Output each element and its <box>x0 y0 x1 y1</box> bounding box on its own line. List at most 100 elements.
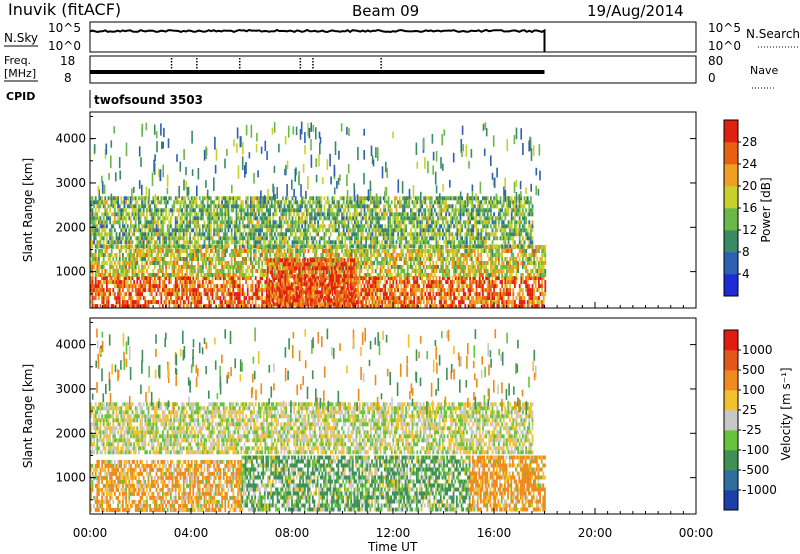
heatmap-cell-0 <box>104 304 107 309</box>
heatmap-cell-2 <box>198 208 201 213</box>
heatmap-cell-2 <box>174 196 177 201</box>
heatmap-cell-1 <box>525 265 527 269</box>
heatmap-cell-2 <box>235 200 238 205</box>
heatmap-cell-0 <box>261 300 263 305</box>
heatmap-cell-1 <box>138 269 140 273</box>
heatmap-cell-2 <box>368 236 371 241</box>
heatmap-cell-1 <box>315 273 318 277</box>
heatmap-cell-2 <box>104 232 107 237</box>
heatmap-cell-2 <box>282 212 284 217</box>
nave-marker-3 <box>299 67 302 69</box>
heatmap-cell-0 <box>218 276 220 281</box>
heatmap-cell-2 <box>304 216 307 221</box>
heatmap-cell-2 <box>280 224 283 229</box>
heatmap-cell-1 <box>480 273 483 277</box>
heatmap-cell-0 <box>392 292 395 297</box>
heatmap-cell-0 <box>462 276 465 281</box>
heatmap-cell-2 <box>288 200 291 205</box>
heatmap-cell-2 <box>262 204 265 209</box>
heatmap-cell-0 <box>448 304 451 309</box>
heatmap-cell-2 <box>224 216 227 221</box>
heatmap-cell-0 <box>514 300 516 305</box>
heatmap-cell-0 <box>378 284 380 289</box>
heatmap-cell-0 <box>480 300 483 305</box>
heatmap-cell-1 <box>346 249 348 253</box>
heatmap-cell-0 <box>462 296 465 301</box>
heatmap-cell-2 <box>128 212 131 217</box>
heatmap-cell-1 <box>186 269 188 273</box>
heatmap-cell-2 <box>275 224 278 229</box>
heatmap-cell-2 <box>251 236 254 241</box>
heatmap-cell-0 <box>248 296 251 301</box>
heatmap-cell-0 <box>371 280 374 285</box>
heatmap-cell-0 <box>446 288 449 293</box>
heatmap-cell-2 <box>109 196 111 201</box>
heatmap-cell-2 <box>134 244 137 249</box>
heatmap-cell-0 <box>178 288 180 293</box>
heatmap-cell-0 <box>198 280 201 285</box>
heatmap-cell-0 <box>507 280 510 285</box>
heatmap-cell-1 <box>368 257 371 261</box>
heatmap-cell-0 <box>117 284 119 289</box>
heatmap-cell-0 <box>387 296 390 301</box>
heatmap-cell-1 <box>107 245 110 249</box>
heatmap-cell-2 <box>286 228 289 233</box>
heatmap-cell-2 <box>165 212 167 217</box>
heatmap-cell-2 <box>269 220 271 225</box>
heatmap-cell-2 <box>173 240 175 245</box>
heatmap-cell-0 <box>490 304 492 309</box>
heatmap-cell-1 <box>416 249 419 253</box>
heatmap-cell-0 <box>170 280 172 285</box>
heatmap-cell-2 <box>310 212 313 217</box>
heatmap-cell-0 <box>429 288 431 293</box>
heatmap-cell-0 <box>494 280 497 285</box>
heatmap-cell-2 <box>162 196 164 201</box>
heatmap-cell-0 <box>171 292 174 297</box>
heatmap-cell-1 <box>523 249 526 253</box>
heatmap-cell-2 <box>250 244 252 249</box>
heatmap-cell-2 <box>224 212 227 217</box>
heatmap-cell-1 <box>421 261 423 265</box>
heatmap-cell-2 <box>206 220 209 225</box>
heatmap-cell-1 <box>534 245 537 249</box>
heatmap-cell-0 <box>136 276 139 281</box>
heatmap-cell-1 <box>242 265 244 269</box>
heatmap-cell-0 <box>90 300 92 305</box>
heatmap-cell-0 <box>427 284 430 289</box>
heatmap-cell-2 <box>296 236 299 241</box>
freq-unit: [MHz] <box>4 67 36 80</box>
heatmap-cell-0 <box>181 280 183 285</box>
heatmap-cell-1 <box>238 245 241 249</box>
heatmap-cell-0 <box>238 288 241 293</box>
heatmap-cell-2 <box>253 232 255 237</box>
heatmap-cell-2 <box>118 208 121 213</box>
heatmap-cell-1 <box>186 261 188 265</box>
heatmap-cell-0 <box>134 284 137 289</box>
heatmap-cell-1 <box>480 269 483 273</box>
heatmap-cell-2 <box>238 224 241 229</box>
heatmap-cell-2 <box>267 216 270 221</box>
heatmap-cell-1 <box>120 245 123 249</box>
heatmap-cell-0 <box>440 280 443 285</box>
heatmap-cell-2 <box>112 220 115 225</box>
heatmap-cell-2 <box>312 216 315 221</box>
heatmap-cell-1 <box>510 245 513 249</box>
heatmap-cell-1 <box>467 265 470 269</box>
nave-marker-5 <box>380 64 382 66</box>
heatmap-cell-2 <box>278 224 281 229</box>
heatmap-cell-2 <box>173 228 175 233</box>
heatmap-cell-0 <box>392 296 395 301</box>
heatmap-cell-1 <box>338 257 340 261</box>
heatmap-cell-2 <box>342 200 345 205</box>
heatmap-cell-1 <box>315 245 318 249</box>
heatmap-cell-1 <box>235 245 238 249</box>
heatmap-cell-0 <box>264 284 267 289</box>
heatmap-cell-0 <box>259 296 262 301</box>
heatmap-cell-2 <box>352 212 355 217</box>
heatmap-cell-2 <box>285 212 287 217</box>
heatmap-cell-2 <box>254 196 257 201</box>
heatmap-cell-1 <box>278 249 281 253</box>
heatmap-cell-0 <box>514 284 516 289</box>
heatmap-cell-0 <box>229 276 231 281</box>
heatmap-cell-1 <box>301 249 303 253</box>
